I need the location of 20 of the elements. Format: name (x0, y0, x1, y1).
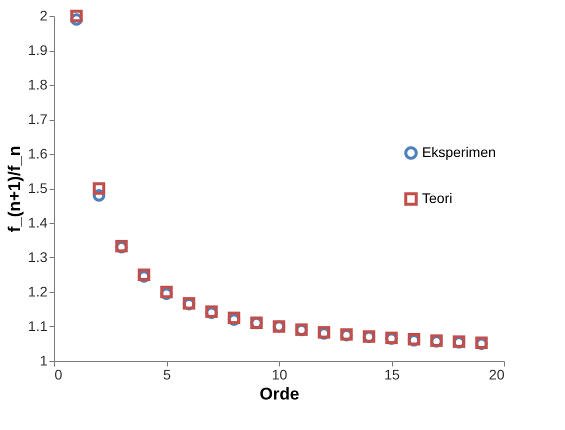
y-tick-label: 2 (40, 8, 48, 24)
y-tick-label: 1.9 (28, 42, 48, 58)
legend-label: Teori (422, 190, 452, 206)
y-tick-label: 1.8 (28, 76, 48, 92)
y-axis-title: f_(n+1)/f_n (5, 146, 24, 232)
y-tick-label: 1.6 (28, 146, 48, 162)
y-tick-label: 1.1 (28, 318, 48, 334)
x-tick-label: 15 (384, 366, 400, 382)
y-tick-label: 1.4 (28, 214, 48, 230)
x-axis-title: Orde (260, 384, 300, 404)
legend-label: Eksperimen (422, 144, 496, 160)
y-tick-label: 1.5 (28, 180, 48, 196)
x-tick-label: 5 (163, 366, 172, 382)
x-tick-label: 20 (488, 366, 505, 382)
y-tick-label: 1.2 (28, 284, 48, 300)
x-tick-label: 10 (272, 366, 288, 382)
y-tick-label: 1.7 (28, 111, 48, 127)
y-tick-label: 1.3 (28, 249, 48, 265)
y-tick-label: 1 (40, 352, 48, 368)
x-tick-label: 0 (54, 366, 62, 382)
